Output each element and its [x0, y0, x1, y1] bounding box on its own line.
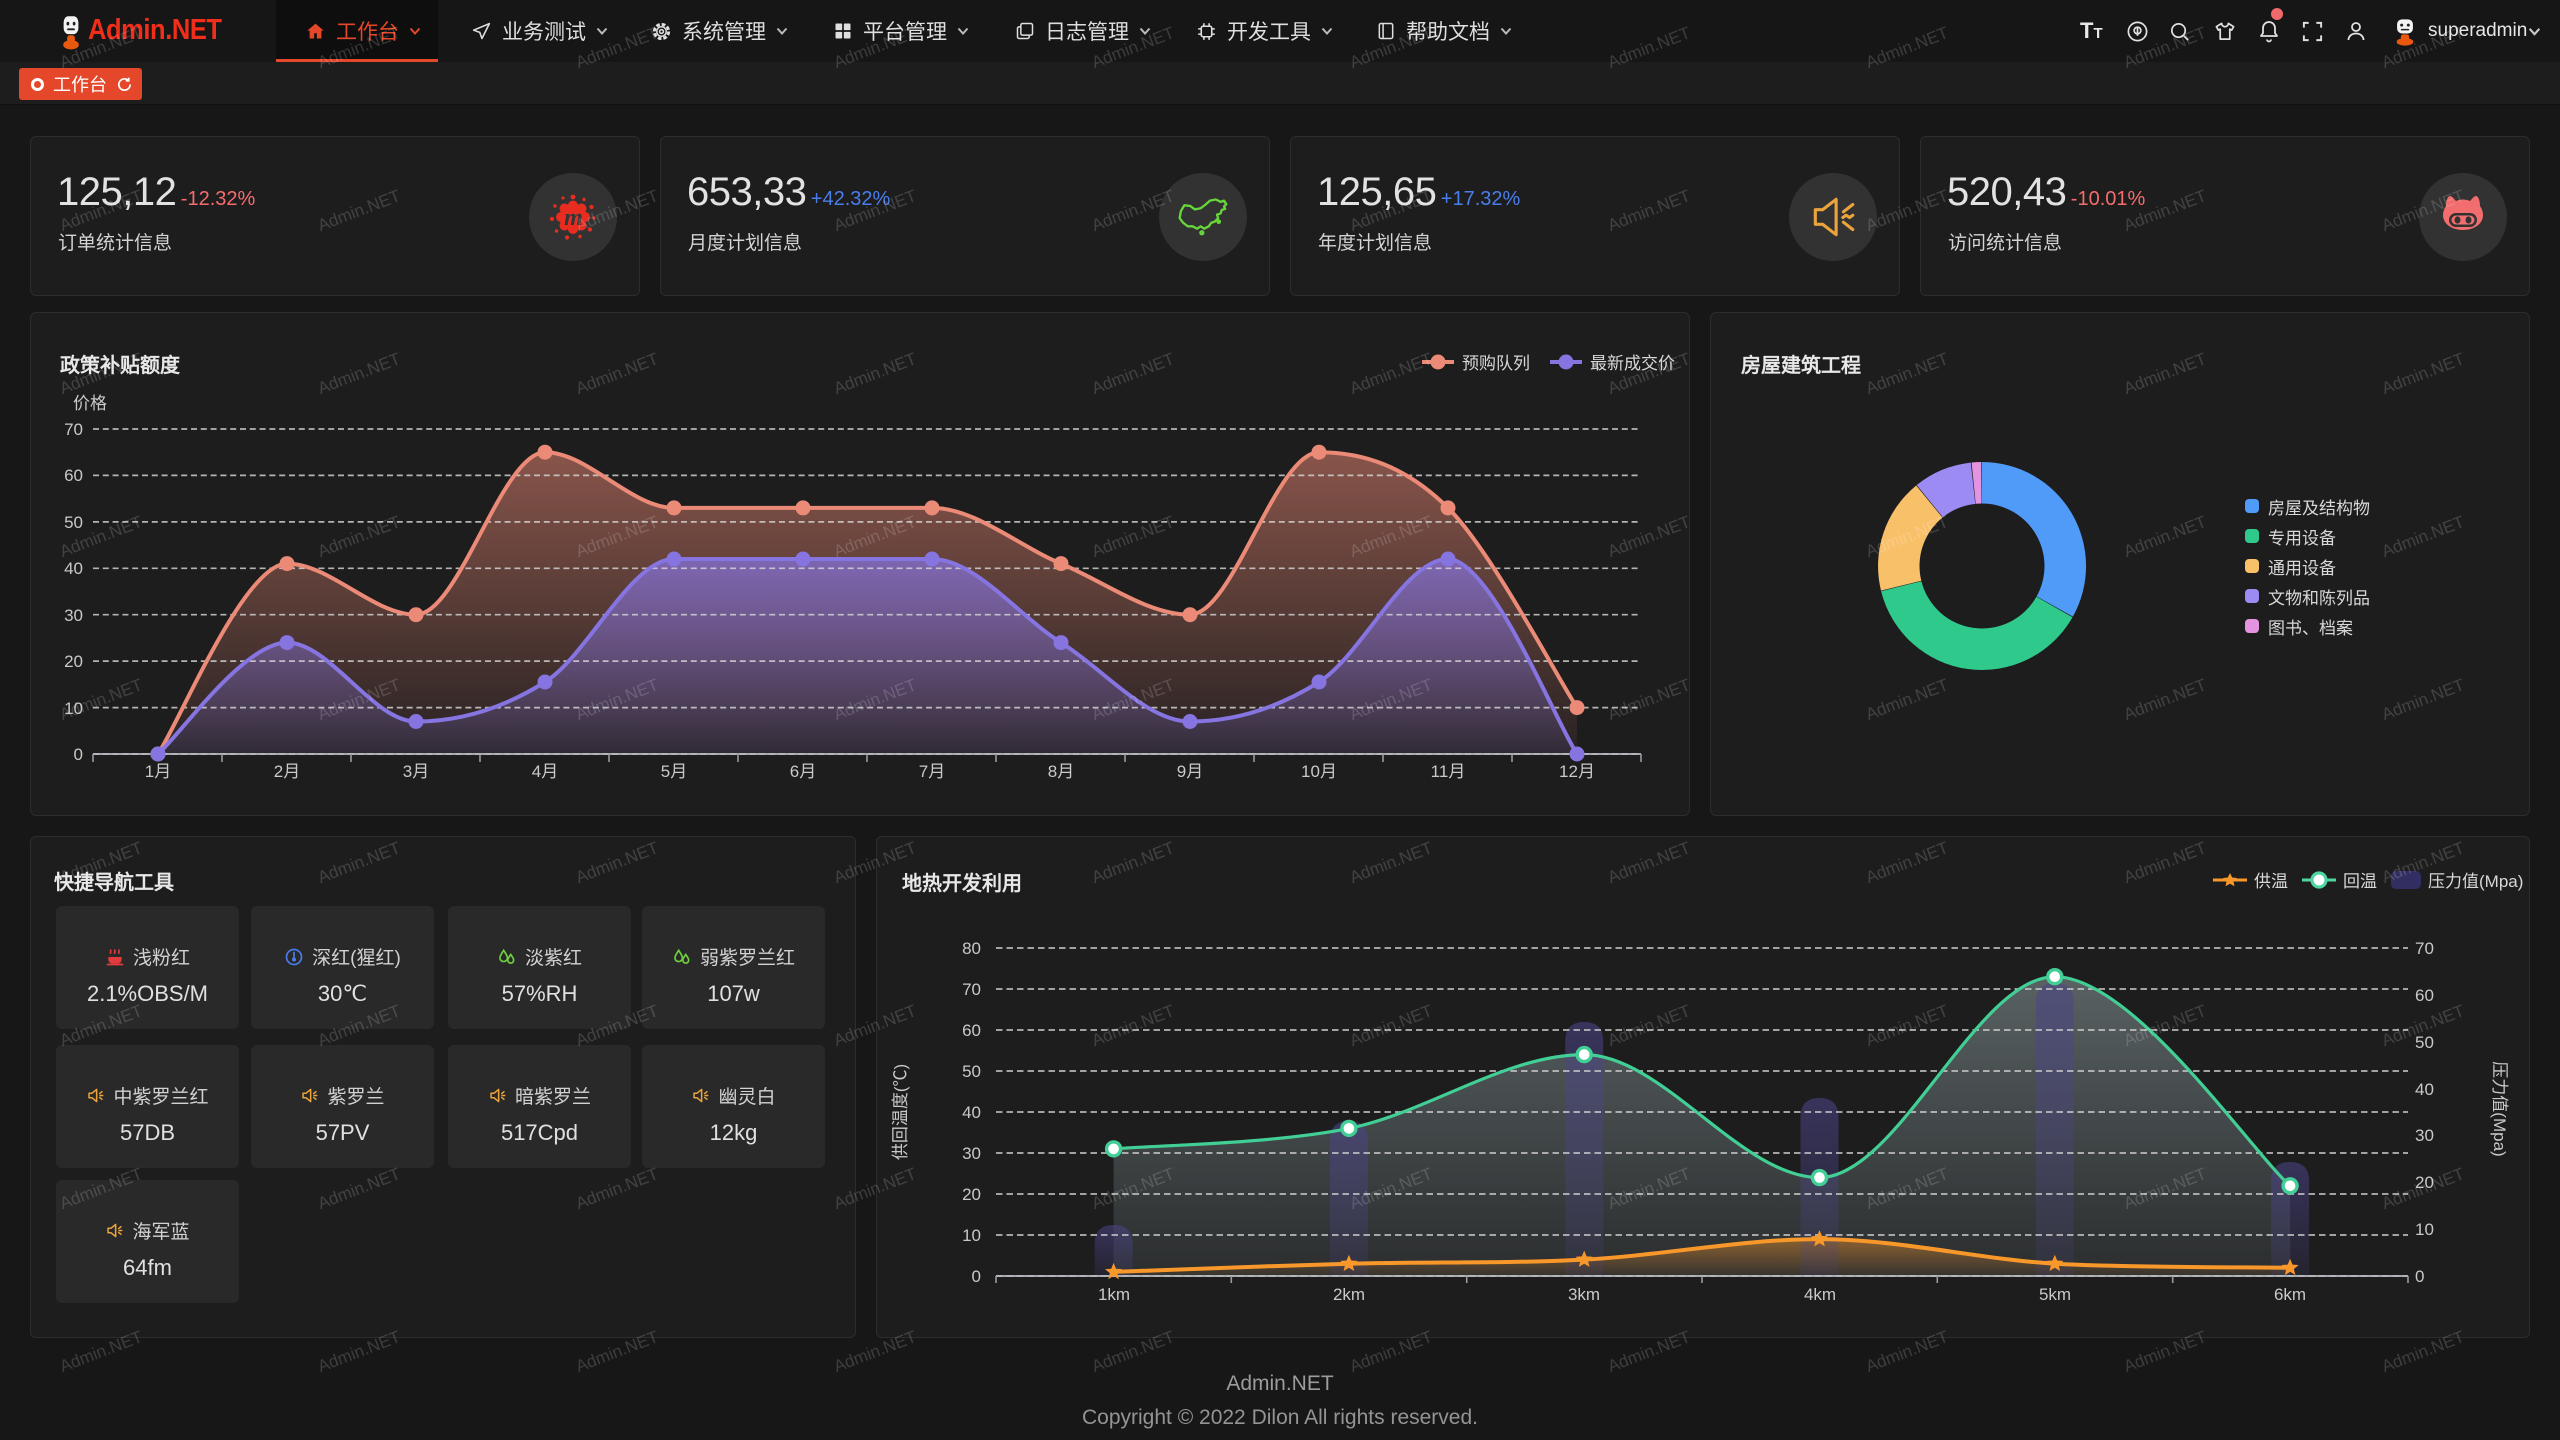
svg-text:1月: 1月: [145, 762, 171, 781]
svg-text:20: 20: [2415, 1173, 2434, 1192]
svg-text:供回温度(℃): 供回温度(℃): [891, 1064, 910, 1160]
svg-text:80: 80: [962, 939, 981, 958]
svg-text:20: 20: [64, 652, 83, 671]
svg-text:50: 50: [2415, 1033, 2434, 1052]
svg-text:11月: 11月: [1431, 762, 1466, 781]
svg-text:7月: 7月: [919, 762, 945, 781]
svg-text:6月: 6月: [790, 762, 816, 781]
svg-text:4km: 4km: [1804, 1285, 1836, 1304]
svg-text:50: 50: [64, 513, 83, 532]
svg-text:30: 30: [962, 1144, 981, 1163]
svg-text:m: m: [564, 205, 583, 231]
svg-text:50: 50: [962, 1062, 981, 1081]
svg-text:0: 0: [972, 1267, 981, 1286]
svg-text:5月: 5月: [661, 762, 687, 781]
svg-text:3km: 3km: [1568, 1285, 1600, 1304]
svg-text:40: 40: [962, 1103, 981, 1122]
svg-text:60: 60: [2415, 986, 2434, 1005]
svg-text:60: 60: [64, 466, 83, 485]
svg-text:30: 30: [64, 606, 83, 625]
svg-text:4月: 4月: [532, 762, 558, 781]
svg-text:压力值(Mpa): 压力值(Mpa): [2490, 1061, 2509, 1156]
svg-text:60: 60: [962, 1021, 981, 1040]
svg-text:6km: 6km: [2274, 1285, 2306, 1304]
svg-text:10: 10: [2415, 1220, 2434, 1239]
svg-text:价格: 价格: [73, 394, 107, 413]
svg-text:2月: 2月: [274, 762, 300, 781]
svg-text:2km: 2km: [1333, 1285, 1365, 1304]
svg-text:0: 0: [74, 745, 83, 764]
svg-text:3月: 3月: [403, 762, 429, 781]
svg-text:0: 0: [2415, 1267, 2424, 1286]
svg-text:70: 70: [2415, 939, 2434, 958]
svg-text:10: 10: [962, 1226, 981, 1245]
svg-text:5km: 5km: [2039, 1285, 2071, 1304]
svg-text:9月: 9月: [1177, 762, 1203, 781]
svg-text:20: 20: [962, 1185, 981, 1204]
svg-text:70: 70: [962, 980, 981, 999]
svg-text:30: 30: [2415, 1126, 2434, 1145]
svg-text:40: 40: [64, 559, 83, 578]
svg-text:1km: 1km: [1098, 1285, 1130, 1304]
svg-text:10月: 10月: [1301, 762, 1337, 781]
svg-text:40: 40: [2415, 1080, 2434, 1099]
svg-text:10: 10: [64, 699, 83, 718]
svg-text:70: 70: [64, 420, 83, 439]
svg-text:8月: 8月: [1048, 762, 1074, 781]
svg-text:12月: 12月: [1559, 762, 1595, 781]
